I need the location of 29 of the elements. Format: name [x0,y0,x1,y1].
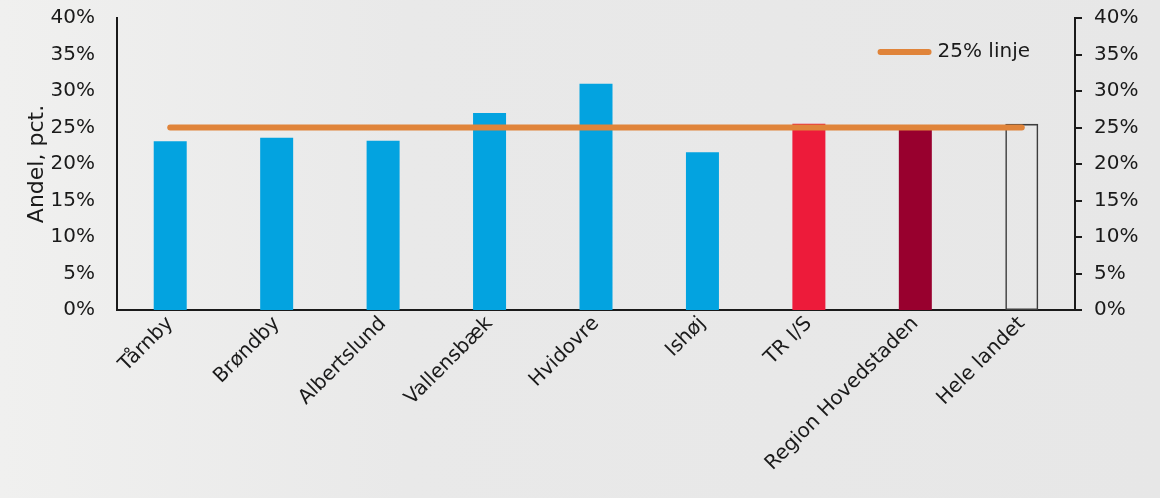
bar [260,137,294,310]
bar [579,83,613,310]
y-tick-label: 0% [63,296,95,321]
y2-tick-label: 20% [1094,150,1139,175]
bar [792,123,826,310]
y-axis-title: Andel, pct. [22,104,48,224]
y2-tick-label: 25% [1094,113,1139,138]
y2-tick-label: 35% [1094,40,1139,65]
y2-tick-label: 15% [1094,186,1139,211]
y2-tick-label: 0% [1094,296,1126,321]
y2-tick-label: 5% [1094,259,1126,284]
bar [898,128,932,310]
y2-tick-label: 40% [1094,4,1139,29]
y-tick-label: 15% [50,186,95,211]
bar [685,152,719,310]
y-tick-label: 25% [50,113,95,138]
y2-tick-label: 10% [1094,223,1139,248]
y-tick-label: 10% [50,223,95,248]
y-tick-label: 30% [50,77,95,102]
y-tick-label: 35% [50,40,95,65]
y-tick-label: 20% [50,150,95,175]
x-tick-label: TR I/S [757,310,817,370]
y-tick-label: 5% [63,259,95,284]
y2-tick-label: 30% [1094,77,1139,102]
bar [366,140,400,310]
bar [153,141,187,310]
legend-label: 25% linje [937,38,1031,63]
bar [473,112,507,310]
y-tick-label: 40% [50,4,95,29]
